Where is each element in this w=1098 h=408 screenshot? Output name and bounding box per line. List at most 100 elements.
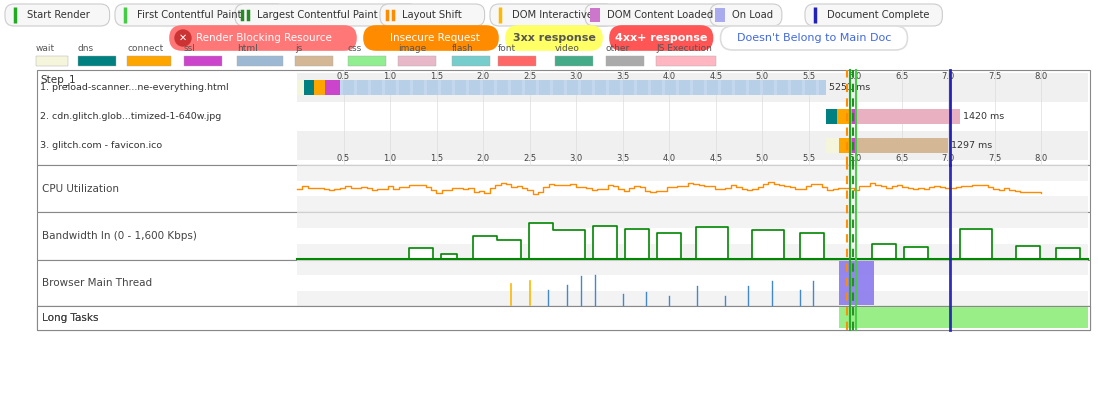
Bar bbox=[657, 233, 664, 259]
Bar bbox=[296, 80, 303, 95]
Text: 1.5: 1.5 bbox=[430, 72, 444, 81]
Bar bbox=[296, 102, 1088, 131]
Bar bbox=[425, 248, 433, 259]
Text: dns: dns bbox=[78, 44, 94, 53]
Bar bbox=[808, 233, 816, 259]
Bar bbox=[852, 109, 858, 124]
Bar bbox=[625, 228, 632, 259]
Text: 2.0: 2.0 bbox=[477, 72, 490, 81]
Bar bbox=[1024, 246, 1032, 259]
Bar bbox=[296, 306, 1088, 314]
Text: 6.5: 6.5 bbox=[895, 72, 908, 81]
Bar bbox=[787, 80, 792, 95]
Text: 4.5: 4.5 bbox=[709, 72, 722, 81]
FancyBboxPatch shape bbox=[170, 26, 356, 50]
Bar bbox=[715, 8, 725, 22]
Bar bbox=[752, 230, 761, 259]
Bar bbox=[354, 80, 357, 95]
Bar bbox=[184, 56, 222, 66]
Bar bbox=[578, 80, 581, 95]
Bar bbox=[592, 80, 595, 95]
Bar bbox=[382, 80, 385, 95]
Circle shape bbox=[175, 30, 191, 46]
Text: other: other bbox=[606, 44, 630, 53]
Bar bbox=[424, 80, 427, 95]
Bar bbox=[296, 260, 1088, 275]
Bar bbox=[696, 227, 705, 259]
Text: 7.0: 7.0 bbox=[942, 72, 955, 81]
Bar bbox=[505, 240, 513, 259]
Bar bbox=[769, 230, 776, 259]
Bar bbox=[410, 80, 413, 95]
Bar bbox=[408, 248, 417, 259]
Bar bbox=[1056, 248, 1064, 259]
Bar bbox=[608, 226, 617, 259]
Text: 1.0: 1.0 bbox=[383, 72, 396, 81]
Text: 3.0: 3.0 bbox=[570, 154, 583, 163]
Bar bbox=[440, 254, 449, 259]
FancyBboxPatch shape bbox=[235, 4, 418, 26]
Bar bbox=[648, 80, 651, 95]
Text: Document Complete: Document Complete bbox=[827, 10, 930, 20]
Bar bbox=[858, 109, 960, 124]
Text: Browser Main Thread: Browser Main Thread bbox=[42, 278, 153, 288]
Text: 1.5: 1.5 bbox=[430, 154, 444, 163]
Bar bbox=[295, 56, 333, 66]
Bar bbox=[960, 229, 968, 259]
Bar bbox=[368, 80, 371, 95]
Text: 3.0: 3.0 bbox=[570, 72, 583, 81]
Bar bbox=[314, 80, 325, 95]
Bar bbox=[826, 137, 839, 153]
Bar bbox=[593, 226, 601, 259]
Bar bbox=[507, 80, 512, 95]
Text: Insecure Request: Insecure Request bbox=[390, 33, 480, 43]
Text: Doesn't Belong to Main Doc: Doesn't Belong to Main Doc bbox=[737, 33, 892, 43]
FancyBboxPatch shape bbox=[610, 26, 713, 50]
Bar bbox=[78, 56, 116, 66]
Bar bbox=[839, 137, 852, 153]
FancyBboxPatch shape bbox=[380, 4, 484, 26]
FancyBboxPatch shape bbox=[490, 4, 614, 26]
Bar bbox=[37, 260, 1090, 306]
Bar bbox=[36, 56, 68, 66]
Bar bbox=[561, 230, 569, 259]
Text: 1.0: 1.0 bbox=[383, 154, 396, 163]
Bar bbox=[296, 228, 1088, 244]
Text: flash: flash bbox=[452, 44, 473, 53]
Text: 4.0: 4.0 bbox=[663, 154, 675, 163]
Text: 2.0: 2.0 bbox=[477, 154, 490, 163]
Text: 5.0: 5.0 bbox=[755, 72, 769, 81]
Bar bbox=[852, 137, 858, 153]
Bar bbox=[888, 244, 896, 259]
Bar bbox=[451, 80, 456, 95]
Bar bbox=[325, 80, 339, 95]
Text: DOM Interactive: DOM Interactive bbox=[512, 10, 593, 20]
Bar bbox=[664, 233, 673, 259]
Text: 0.5: 0.5 bbox=[337, 72, 350, 81]
Bar bbox=[718, 80, 721, 95]
Bar bbox=[976, 229, 984, 259]
Bar bbox=[339, 80, 344, 95]
Text: 6.0: 6.0 bbox=[849, 72, 862, 81]
Text: 1420 ms: 1420 ms bbox=[963, 112, 1004, 121]
Bar bbox=[37, 165, 1090, 212]
Bar bbox=[705, 227, 713, 259]
Bar bbox=[640, 228, 649, 259]
FancyBboxPatch shape bbox=[805, 4, 942, 26]
Text: 2.5: 2.5 bbox=[523, 72, 536, 81]
Text: css: css bbox=[348, 44, 362, 53]
Text: First Contentful Paint: First Contentful Paint bbox=[137, 10, 242, 20]
Bar bbox=[127, 56, 171, 66]
Text: image: image bbox=[397, 44, 426, 53]
Bar bbox=[417, 248, 425, 259]
FancyBboxPatch shape bbox=[115, 4, 285, 26]
Bar bbox=[905, 247, 912, 259]
Bar bbox=[498, 56, 536, 66]
Text: connect: connect bbox=[127, 44, 164, 53]
Bar bbox=[1032, 246, 1040, 259]
Text: ✕: ✕ bbox=[179, 33, 187, 42]
Bar bbox=[452, 56, 490, 66]
Bar bbox=[37, 306, 1090, 330]
Text: 5.5: 5.5 bbox=[803, 154, 816, 163]
Bar bbox=[296, 181, 1088, 196]
